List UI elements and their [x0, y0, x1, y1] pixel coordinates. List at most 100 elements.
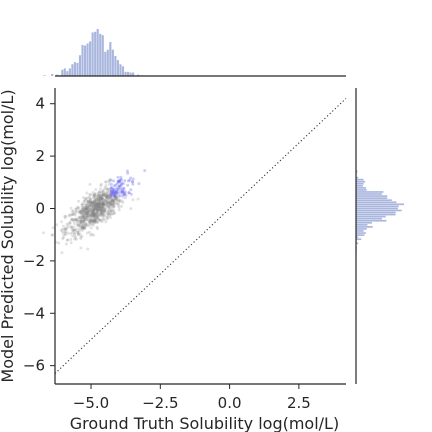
- scatter-point: [101, 202, 105, 206]
- scatter-point: [98, 201, 102, 205]
- scatter-point: [81, 207, 85, 210]
- scatter-point: [94, 207, 98, 211]
- scatter-point: [84, 210, 88, 214]
- scatter-point: [89, 201, 93, 205]
- scatter-point: [109, 178, 113, 182]
- scatter-point: [99, 195, 103, 199]
- scatter-point: [73, 222, 77, 226]
- scatter-point: [112, 184, 116, 188]
- scatter-point: [101, 200, 105, 204]
- y-tick-label: 4: [35, 95, 45, 113]
- scatter-point: [64, 214, 68, 218]
- scatter-point: [102, 200, 105, 204]
- scatter-point: [81, 216, 85, 220]
- scatter-point: [99, 200, 103, 204]
- x-histogram-bar: [106, 49, 109, 76]
- x-marginal-histogram: [43, 29, 145, 76]
- scatter-point: [101, 206, 104, 210]
- scatter-point: [84, 207, 88, 211]
- scatter-point: [100, 193, 104, 197]
- scatter-point: [98, 208, 102, 212]
- scatter-point: [99, 198, 102, 201]
- scatter-point: [91, 210, 95, 214]
- scatter-point: [96, 212, 100, 216]
- scatter-point: [107, 196, 111, 200]
- scatter-point: [95, 216, 99, 220]
- scatter-point: [79, 235, 83, 239]
- y-histogram-bar: [356, 236, 359, 238]
- scatter-point: [92, 210, 96, 214]
- scatter-point: [97, 195, 100, 199]
- scatter-point: [95, 210, 99, 214]
- scatter-point: [116, 181, 120, 185]
- scatter-point: [77, 199, 81, 203]
- scatter-point: [120, 199, 124, 203]
- scatter-point: [77, 223, 81, 227]
- x-histogram-bar: [124, 71, 127, 76]
- scatter-point: [103, 203, 107, 207]
- scatter-point: [72, 219, 76, 223]
- scatter-point: [113, 191, 117, 195]
- x-histogram-bar: [89, 41, 92, 76]
- scatter-point: [88, 182, 92, 186]
- x-histogram-bar: [83, 45, 87, 76]
- scatter-point: [107, 197, 111, 201]
- x-histogram-bar: [71, 64, 74, 76]
- scatter-point: [108, 200, 112, 204]
- scatter-point: [114, 194, 118, 198]
- scatter-point: [121, 190, 125, 194]
- scatter-point: [108, 214, 112, 218]
- scatter-point: [63, 231, 67, 235]
- scatter-point: [105, 187, 109, 191]
- scatter-point: [112, 200, 116, 204]
- scatter-point: [77, 224, 81, 228]
- scatter-point: [110, 187, 114, 191]
- scatter-point: [89, 212, 93, 216]
- x-histogram-bar: [91, 32, 94, 76]
- scatter-point: [80, 226, 84, 230]
- scatter-point: [79, 218, 83, 222]
- scatter-point: [72, 225, 76, 229]
- scatter-point: [92, 198, 96, 202]
- scatter-point: [108, 192, 112, 196]
- scatter-point: [70, 227, 74, 231]
- scatter-point: [98, 218, 102, 222]
- scatter-point: [75, 209, 79, 213]
- scatter-point: [102, 206, 106, 210]
- scatter-point: [118, 200, 122, 204]
- x-histogram-bar: [73, 62, 76, 76]
- scatter-point: [113, 194, 117, 198]
- scatter-point: [94, 208, 97, 212]
- scatter-point: [71, 229, 75, 233]
- scatter-point: [83, 206, 87, 210]
- scatter-point: [102, 210, 106, 214]
- scatter-point: [91, 219, 95, 223]
- scatter-point: [106, 187, 110, 191]
- scatter-point: [96, 202, 99, 206]
- y-histogram-bar: [356, 170, 358, 173]
- scatter-point: [110, 195, 114, 199]
- scatter-point: [91, 219, 95, 223]
- x-histogram-bar: [114, 55, 117, 76]
- scatter-point: [81, 225, 85, 229]
- scatter-point: [109, 188, 113, 192]
- scatter-point: [78, 209, 82, 213]
- scatter-point: [80, 212, 84, 216]
- scatter-point: [101, 201, 105, 205]
- scatter-point: [102, 202, 106, 206]
- scatter-point: [105, 197, 109, 201]
- scatter-point: [102, 209, 106, 213]
- scatter-point: [121, 193, 125, 197]
- scatter-point: [79, 224, 83, 228]
- scatter-point: [126, 171, 130, 175]
- scatter-point: [93, 202, 97, 206]
- scatter-point: [79, 209, 83, 213]
- scatter-point: [114, 192, 118, 196]
- scatter-point: [97, 204, 101, 208]
- scatter-point: [87, 219, 91, 222]
- scatter-point: [88, 203, 92, 207]
- scatter-point: [82, 210, 86, 214]
- scatter-point: [77, 211, 81, 215]
- scatter-point: [84, 197, 88, 201]
- scatter-point: [95, 211, 99, 215]
